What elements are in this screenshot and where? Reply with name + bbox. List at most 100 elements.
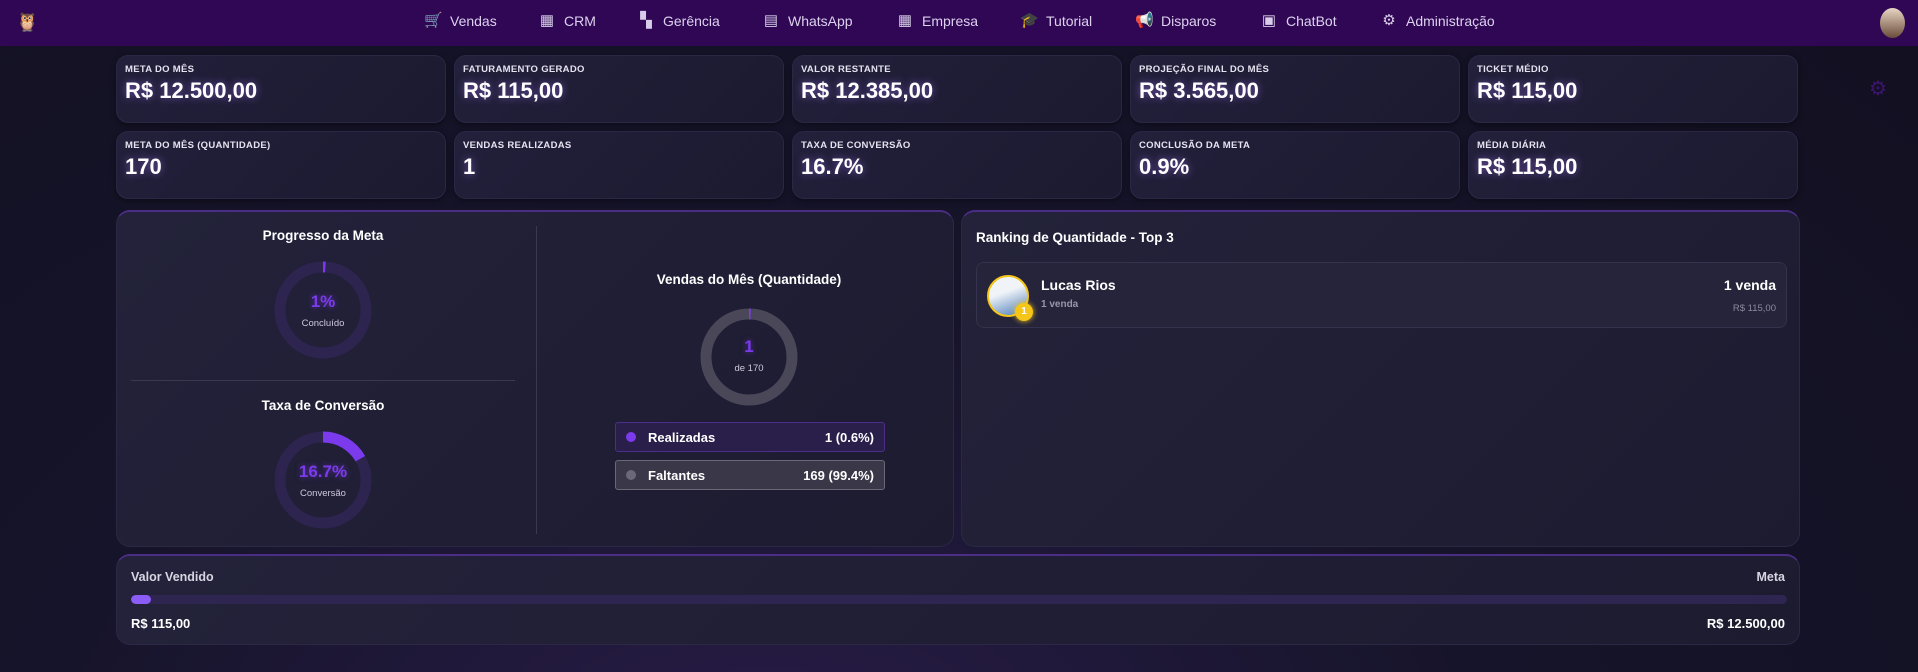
legend-realizadas: Realizadas 1 (0.6%) <box>615 422 885 452</box>
stat-label: CONCLUSÃO DA META <box>1139 140 1251 151</box>
donut-fill <box>274 431 372 529</box>
horizontal-divider <box>131 380 515 381</box>
nav-item-label: Tutorial <box>1046 13 1093 29</box>
stat-card: PROJEÇÃO FINAL DO MÊS R$ 3.565,00 <box>1130 55 1460 123</box>
stat-label: VENDAS REALIZADAS <box>463 140 572 151</box>
nav-item-label: Vendas <box>450 13 497 29</box>
legend-faltantes: Faltantes 169 (99.4%) <box>615 460 885 490</box>
stat-value: 16.7% <box>801 154 864 179</box>
stat-label: FATURAMENTO GERADO <box>463 64 585 75</box>
building-icon: ▦ <box>539 12 555 29</box>
user-avatar[interactable] <box>1880 8 1905 38</box>
stat-card: TICKET MÉDIO R$ 115,00 <box>1468 55 1798 123</box>
legend-dot <box>626 432 636 442</box>
nav-item-chatbot[interactable]: ▣ ChatBot <box>1260 12 1337 30</box>
conversion-donut <box>274 431 372 529</box>
seller-amount: R$ 115,00 <box>1732 303 1776 314</box>
stat-value: R$ 12.385,00 <box>801 78 934 103</box>
ranking-title: Ranking de Quantidade - Top 3 <box>976 230 1174 245</box>
graduation-cap-icon: 🎓 <box>1020 12 1039 29</box>
stat-value: R$ 115,00 <box>1477 78 1578 103</box>
sold-progress-bar <box>131 595 1787 604</box>
stat-value: 170 <box>125 154 162 179</box>
sales-qty-title: Vendas do Mês (Quantidade) <box>656 272 842 287</box>
sold-value: R$ 115,00 <box>131 616 191 631</box>
progress-center: 1% Concluído <box>263 292 383 329</box>
nav-item-label: WhatsApp <box>788 13 853 29</box>
legend-label: Faltantes <box>648 467 706 483</box>
stat-value: R$ 115,00 <box>1477 154 1578 179</box>
nav-item-label: CRM <box>564 13 596 29</box>
conversion-caption: Conversão <box>300 488 346 499</box>
nav-item-gerência[interactable]: ▚ Gerência <box>637 12 720 30</box>
progress-title: Progresso da Meta <box>262 228 384 243</box>
stat-value: R$ 115,00 <box>463 78 564 103</box>
stat-card: TAXA DE CONVERSÃO 16.7% <box>792 131 1122 199</box>
stat-value: 0.9% <box>1139 154 1190 179</box>
conversion-value: 16.7% <box>298 462 348 481</box>
stat-label: TICKET MÉDIO <box>1477 64 1549 75</box>
nav-item-vendas[interactable]: 🛒 Vendas <box>424 12 497 30</box>
building-icon: ▦ <box>897 12 913 29</box>
sales-qty-value: 1 <box>744 337 754 356</box>
stat-value: R$ 3.565,00 <box>1139 78 1259 103</box>
nav-item-tutorial[interactable]: 🎓 Tutorial <box>1020 12 1092 30</box>
seller-count: 1 venda <box>1723 277 1776 293</box>
stat-label: TAXA DE CONVERSÃO <box>801 140 911 151</box>
sales-qty-donut <box>700 308 798 406</box>
nav-item-disparos[interactable]: 📢 Disparos <box>1135 12 1216 30</box>
vertical-divider <box>536 226 537 534</box>
nav-item-empresa[interactable]: ▦ Empresa <box>896 12 978 30</box>
gear-icon: ⚙ <box>1382 12 1396 29</box>
nav-item-crm[interactable]: ▦ CRM <box>538 12 596 30</box>
stat-label: PROJEÇÃO FINAL DO MÊS <box>1139 64 1270 75</box>
nav-item-label: Empresa <box>922 13 979 29</box>
goal-charts-panel: Progresso da Meta 1% Concluído Taxa de Co… <box>116 210 954 547</box>
conversion-center: 16.7% Conversão <box>263 462 383 499</box>
stat-card: CONCLUSÃO DA META 0.9% <box>1130 131 1460 199</box>
nav-item-label: Administração <box>1406 13 1495 29</box>
nav-item-label: Gerência <box>663 13 720 29</box>
stat-value: 1 <box>463 154 476 179</box>
legend-value: 169 (99.4%) <box>803 467 874 483</box>
chat-icon: ▤ <box>763 12 779 29</box>
forum-icon: ▣ <box>1261 12 1277 29</box>
stat-card: MÉDIA DIÁRIA R$ 115,00 <box>1468 131 1798 199</box>
sold-value-panel: Valor Vendido Meta R$ 115,00 R$ 12.500,0… <box>116 554 1800 645</box>
rank-badge: 1 <box>1015 303 1033 321</box>
progress-donut <box>274 261 372 359</box>
owl-logo-icon[interactable]: 🦉 <box>16 12 39 32</box>
nav-item-whatsapp[interactable]: ▤ WhatsApp <box>762 12 853 30</box>
stat-value: R$ 12.500,00 <box>125 78 258 103</box>
top-navbar: 🦉 🛒 Vendas ▦ CRM ▚ Gerência ▤ WhatsApp ▦ Empresa 🎓… <box>0 0 1918 46</box>
stat-card: META DO MÊS R$ 12.500,00 <box>116 55 446 123</box>
nav-item-label: Disparos <box>1161 13 1217 29</box>
nav-item-administração[interactable]: ⚙ Administração <box>1380 12 1495 30</box>
donut-fill <box>700 308 798 406</box>
goal-value: R$ 12.500,00 <box>1706 616 1785 631</box>
settings-gear-icon[interactable]: ⚙ <box>1869 78 1887 100</box>
conversion-title: Taxa de Conversão <box>261 398 385 413</box>
stat-card: FATURAMENTO GERADO R$ 115,00 <box>454 55 784 123</box>
sold-progress-fill <box>131 595 151 604</box>
legend-label: Realizadas <box>648 429 716 445</box>
stat-card: VENDAS REALIZADAS 1 <box>454 131 784 199</box>
progress-value: 1% <box>310 292 336 311</box>
megaphone-icon: 📢 <box>1135 12 1154 29</box>
grid-icon: ▚ <box>640 12 652 29</box>
legend-value: 1 (0.6%) <box>824 429 874 445</box>
goal-label: Meta <box>1756 570 1785 584</box>
stat-label: VALOR RESTANTE <box>801 64 891 75</box>
cart-icon: 🛒 <box>424 12 443 29</box>
donut-fill <box>274 261 372 359</box>
stat-label: META DO MÊS <box>125 64 195 75</box>
ranking-panel: Ranking de Quantidade - Top 3 1 Lucas Ri… <box>961 210 1800 547</box>
seller-sub: 1 venda <box>1041 299 1079 310</box>
legend-dot <box>626 470 636 480</box>
progress-caption: Concluído <box>301 318 345 329</box>
sold-label: Valor Vendido <box>131 570 214 584</box>
nav-item-label: ChatBot <box>1286 13 1337 29</box>
seller-name: Lucas Rios <box>1041 277 1116 293</box>
ranking-item[interactable]: 1 Lucas Rios 1 venda 1 venda R$ 115,00 <box>976 262 1787 328</box>
stat-label: META DO MÊS (QUANTIDADE) <box>125 140 271 151</box>
